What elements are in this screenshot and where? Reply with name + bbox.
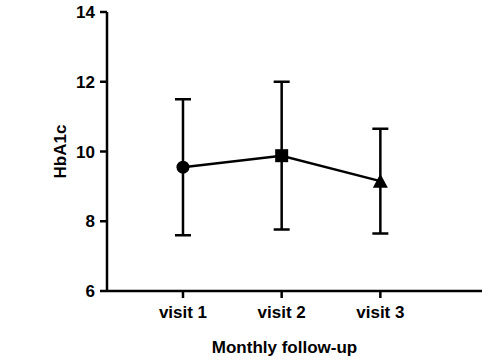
x-axis-line [107,290,482,293]
x-tick-label: visit 3 [356,303,404,322]
data-point [373,174,388,188]
y-tick [100,220,107,223]
x-tick-label: visit 1 [159,303,207,322]
y-tick-label: 10 [76,143,95,162]
y-tick-label: 12 [76,73,95,92]
y-tick-label: 6 [86,282,95,301]
x-tick [182,291,185,298]
plot-area [175,82,388,235]
y-axis-label: HbA1c [51,125,70,179]
y-tick [100,150,107,153]
y-tick [100,290,107,293]
y-tick [100,81,107,84]
y-tick-label: 14 [76,3,95,22]
chart-svg: 6 8 10 12 14 visit 1 visit 2 visit 3 Monthly fol… [0,0,500,361]
x-axis-label: Monthly follow-up [212,338,357,357]
x-tick-label: visit 2 [258,303,306,322]
x-tick [379,291,382,298]
error-bar [274,82,290,230]
error-bar [372,129,388,234]
x-tick [280,291,283,298]
data-point [275,149,288,162]
y-tick-label: 8 [86,212,95,231]
error-bar [175,99,191,235]
data-point [176,161,189,174]
chart-container: 6 8 10 12 14 visit 1 visit 2 visit 3 Monthly fol… [0,0,500,361]
y-tick [100,11,107,14]
